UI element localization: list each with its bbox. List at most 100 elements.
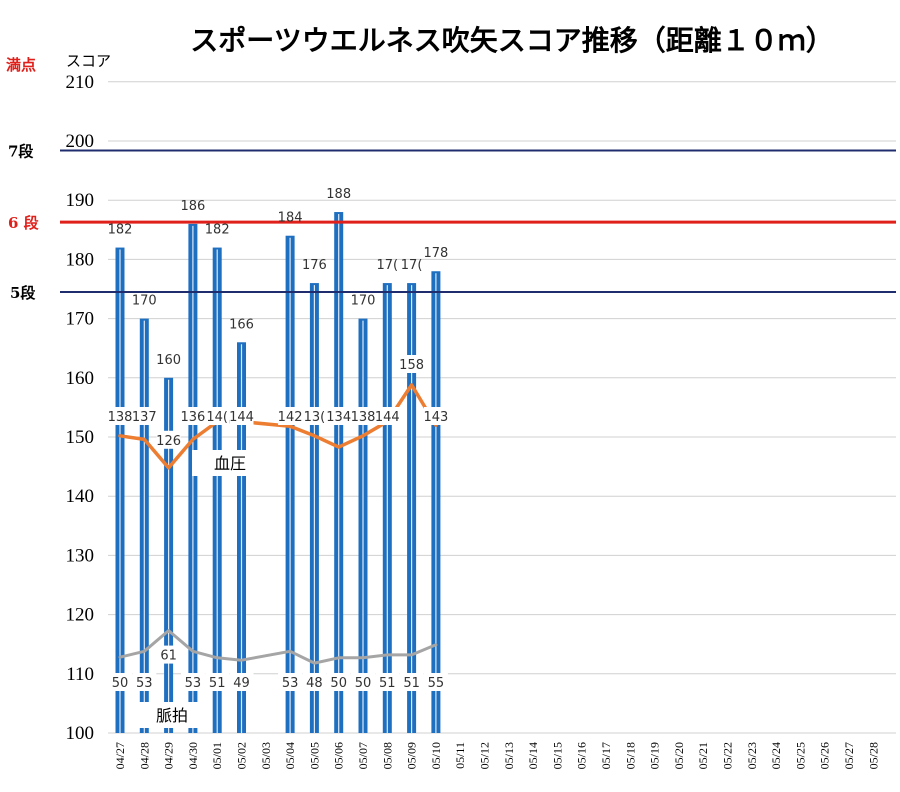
bar-value-label: 186 [180,199,205,214]
x-tick-label: 05/06 [332,742,346,769]
bar-value-label: 176 [302,258,327,273]
x-tick-label: 05/11 [453,742,467,769]
x-tick-label: 05/10 [429,742,443,769]
bar-value-label: 170 [351,294,376,309]
point-label: 144 [229,410,254,425]
y-tick-label: 110 [66,664,94,685]
point-label: 13( [304,410,326,425]
x-tick-label: 05/05 [307,742,321,769]
point-label-bg [156,645,181,664]
point-label-bg [156,430,181,449]
point-label-bg [132,407,157,425]
chart-title: スポーツウエルネス吹矢スコア推移（距離１０ｍ） [190,24,833,57]
point-label-bg [278,673,303,691]
line-2 [118,629,438,665]
bar-value-label: 166 [229,317,254,332]
y-tick-labels: 100 110 120 130 140 150 160 170 180 190 200 210 [66,72,95,744]
bar-value-label: 17( [376,258,398,273]
point-label: 143 [423,410,448,425]
reference-label: 5段 [10,284,35,302]
point-label-bg [180,673,205,691]
x-tick-label: 05/08 [380,742,394,769]
point-label-bg [108,407,132,425]
point-label: 49 [233,676,250,691]
point-label: 138 [108,410,133,425]
point-label: 61 [160,649,177,664]
y-tick-label: 180 [66,249,95,270]
y-tick-label: 140 [66,486,95,507]
point-label: 158 [399,358,424,373]
point-label: 126 [156,434,181,449]
bar-series [115,212,441,734]
x-tick-label: 05/23 [745,742,759,769]
bar-value-label: 188 [326,187,351,202]
y-tick-label: 190 [66,190,95,211]
x-tick-label: 04/29 [162,742,176,769]
x-tick-label: 04/27 [113,742,127,769]
point-label-bg [180,407,205,425]
y-axis-label: スコア [66,52,111,70]
point-label-bg [326,407,351,425]
point-label: 50 [112,676,129,691]
x-tick-label: 05/09 [405,742,419,769]
point-label: 51 [403,676,420,691]
point-label: 50 [330,676,347,691]
max-score-label: 満点 [6,56,36,74]
point-label-bg [132,673,157,691]
point-label-bg [375,673,400,691]
point-label: 144 [375,410,400,425]
x-tick-label: 04/28 [137,742,151,769]
series-annotation: 脈拍 [156,706,188,725]
point-label-bg [278,407,303,425]
point-label-bg [229,673,254,691]
annotation-bg [134,702,210,728]
point-label: 53 [136,676,153,691]
x-tick-label: 05/03 [259,742,273,769]
x-tick-label: 05/07 [356,742,370,769]
point-label-bg [205,407,230,425]
point-label: 142 [278,410,303,425]
point-label: 50 [355,676,372,691]
point-label: 48 [306,676,323,691]
point-label-bg [423,673,448,691]
point-label-bg [302,407,327,425]
y-tick-label: 210 [66,72,95,93]
reference-label: 7段 [8,142,33,160]
x-tick-label: 05/15 [550,742,564,769]
point-label: 138 [351,410,376,425]
point-label: 51 [209,676,226,691]
point-label: 14( [206,410,228,425]
bar-value-label: 184 [278,211,303,226]
x-tick-label: 05/04 [283,742,297,769]
y-tick-label: 150 [66,427,95,448]
x-tick-label: 05/28 [866,742,880,769]
point-label-bg [399,673,424,691]
point-label-bg [423,407,448,425]
bar-value-label: 182 [108,223,133,238]
bar-value-label: 170 [132,294,157,309]
bar-value-label: 160 [156,353,181,368]
point-label-bg [302,673,327,691]
y-tick-label: 130 [66,545,95,566]
bar-value-label: 182 [205,223,230,238]
x-tick-label: 05/26 [818,742,832,769]
data-labels: 18217016018618216618417618817017(17(1781… [108,187,448,691]
point-label: 53 [282,676,299,691]
bar-value-label: 178 [423,246,448,261]
series-annotation: 血圧 [214,454,246,473]
point-label-bg [205,673,230,691]
x-tick-label: 05/01 [210,742,224,769]
point-label-bg [399,355,424,373]
y-tick-label: 120 [66,605,95,626]
x-tick-label: 05/20 [672,742,686,769]
point-label-bg [108,673,132,691]
point-label-bg [351,407,375,425]
x-tick-label: 05/13 [502,742,516,769]
x-tick-label: 04/30 [186,742,200,769]
point-label-bg [326,673,351,691]
point-label-bg [351,673,375,691]
x-tick-label: 05/25 [793,742,807,769]
point-label: 55 [428,676,445,691]
x-tick-label: 05/02 [235,742,249,769]
